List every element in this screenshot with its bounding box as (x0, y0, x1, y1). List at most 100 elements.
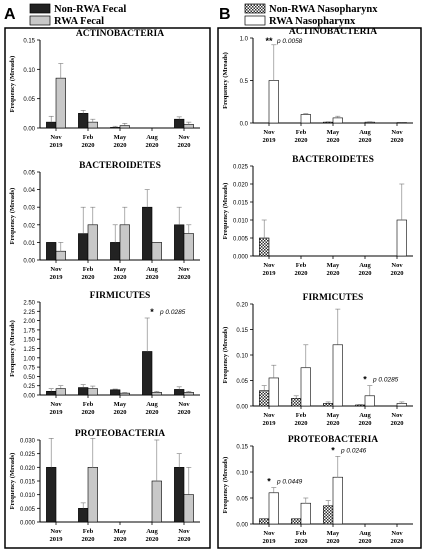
y-tick-label: 0.05 (236, 379, 248, 385)
x-tick-label-year: 2020 (327, 137, 340, 144)
chart-title: PROTEOBACTERIA (75, 429, 165, 439)
y-tick-label: 0.04 (23, 188, 35, 194)
x-tick-label-year: 2020 (178, 142, 191, 149)
y-tick-label: 0.05 (23, 97, 35, 103)
bar-non-rwa (259, 390, 270, 407)
bar-rwa (332, 476, 343, 525)
x-tick-label-month: Nov (391, 530, 403, 537)
bar-rwa (151, 480, 162, 523)
chart-a-actinobacteria: ACTINOBACTERIA 0.00 0.05 0.10 0.15 Frequency … (9, 29, 200, 149)
bar-rwa (55, 77, 66, 129)
x-tick-label-year: 2020 (114, 274, 127, 281)
bar-rwa (119, 392, 130, 396)
x-tick-label-month: Nov (178, 134, 190, 141)
bar-non-rwa (46, 390, 57, 396)
x-tick-label-month: Feb (296, 129, 307, 136)
bar-non-rwa (78, 387, 89, 396)
x-tick-label-year: 2020 (359, 420, 372, 427)
bar-non-rwa (259, 518, 270, 525)
x-tick-label-month: Feb (296, 262, 307, 269)
y-tick-label: 1.00 (23, 356, 35, 362)
p-value-label: p 0.0285 (159, 309, 186, 316)
x-tick-label-month: Nov (263, 129, 275, 136)
x-tick-label-month: May (327, 262, 340, 269)
bar-non-rwa (78, 233, 89, 261)
y-tick-label: 1.25 (23, 347, 35, 353)
y-tick-label: 0.025 (20, 452, 36, 458)
bar-rwa (332, 344, 343, 407)
x-tick-label-month: Feb (83, 528, 94, 535)
x-tick-label-year: 2020 (391, 137, 404, 144)
panel-b-frame (217, 27, 422, 549)
legend-a-swatch-1 (29, 15, 51, 26)
x-tick-label-year: 2020 (178, 274, 191, 281)
bar-rwa (332, 117, 343, 124)
x-tick-label-month: Aug (359, 262, 371, 269)
x-tick-label-month: Aug (359, 412, 371, 419)
x-tick-label-month: Nov (391, 262, 403, 269)
bar-non-rwa (46, 121, 57, 129)
legend-a-label-0: Non-RWA Fecal (54, 4, 126, 15)
x-tick-label-month: Aug (359, 530, 371, 537)
panel-b-letter: B (219, 6, 231, 23)
x-tick-label-month: Nov (50, 528, 62, 535)
bar-non-rwa (355, 404, 366, 407)
bar-non-rwa (323, 505, 334, 525)
x-tick-label-year: 2020 (391, 538, 404, 545)
x-tick-label-year: 2020 (295, 137, 308, 144)
x-tick-label-month: May (114, 134, 127, 141)
bar-non-rwa (110, 127, 121, 129)
bar-rwa (300, 502, 311, 525)
y-tick-label: 0.00 (23, 259, 35, 265)
y-axis-label: Frequency (Mreads) (9, 453, 16, 510)
chart-title: ACTINOBACTERIA (76, 29, 164, 39)
x-tick-label-month: Nov (178, 266, 190, 273)
x-tick-label-year: 2019 (50, 409, 64, 416)
x-tick-label-year: 2020 (359, 270, 372, 277)
x-tick-label-month: Aug (359, 129, 371, 136)
x-tick-label-year: 2020 (327, 270, 340, 277)
bar-rwa (268, 377, 279, 407)
bar-rwa (183, 124, 194, 129)
chart-a-firmicutes: FIRMICUTES 0.00 0.25 0.50 0.75 1.00 1.25 1.50 1.… (9, 291, 200, 416)
y-tick-label: 0.10 (23, 68, 35, 74)
legend-b-swatch-1 (244, 15, 266, 26)
bar-non-rwa (174, 389, 185, 396)
bar-rwa (396, 403, 407, 407)
y-tick-label: 0.030 (20, 439, 36, 445)
x-tick-label-month: Aug (146, 134, 158, 141)
bar-non-rwa (291, 518, 302, 525)
bar-rwa (268, 492, 279, 525)
x-tick-label-month: Feb (83, 266, 94, 273)
x-tick-label-year: 2020 (82, 142, 95, 149)
x-tick-label-year: 2020 (327, 420, 340, 427)
x-tick-label-month: Nov (50, 134, 62, 141)
significance-star: * (331, 445, 335, 455)
y-tick-label: 0.03 (23, 206, 35, 212)
bar-non-rwa (78, 113, 89, 129)
y-tick-label: 0.005 (233, 237, 249, 243)
x-tick-label-year: 2020 (391, 270, 404, 277)
bar-non-rwa (78, 508, 89, 523)
x-tick-label-month: May (114, 266, 127, 273)
x-tick-label-month: Aug (146, 266, 158, 273)
bar-rwa (396, 219, 407, 257)
y-tick-label: 0.50 (23, 375, 35, 381)
x-tick-label-year: 2020 (114, 142, 127, 149)
x-tick-label-month: May (114, 528, 127, 535)
bar-rwa (119, 224, 130, 261)
significance-star: * (150, 307, 154, 317)
x-tick-label-year: 2020 (391, 420, 404, 427)
x-tick-label-month: Nov (263, 262, 275, 269)
y-tick-label: 1.75 (23, 328, 35, 334)
x-tick-label-year: 2020 (82, 536, 95, 543)
y-tick-label: 0.025 (233, 165, 249, 171)
y-tick-label: 1.50 (23, 338, 35, 344)
x-tick-label-year: 2020 (295, 538, 308, 545)
x-tick-label-year: 2020 (295, 270, 308, 277)
y-tick-label: 0.010 (20, 493, 36, 499)
bar-rwa (183, 392, 194, 396)
x-tick-label-year: 2019 (263, 270, 277, 277)
y-tick-label: 0.020 (20, 466, 36, 472)
legend-a-swatch-0 (29, 3, 51, 14)
